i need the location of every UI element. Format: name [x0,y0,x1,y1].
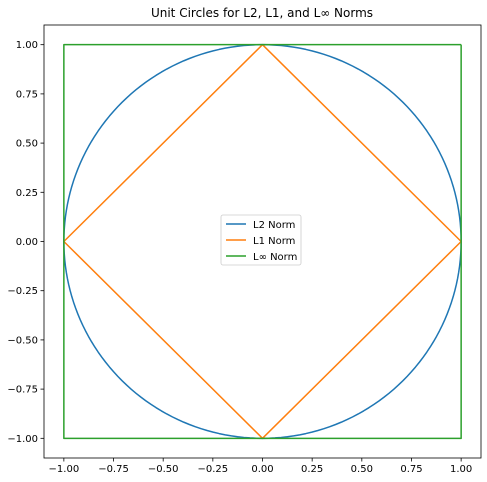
y-tick-label: −1.00 [7,434,38,445]
x-tick-label: −0.75 [98,464,129,475]
series-layer [63,43,462,440]
legend-label-l1: L1 Norm [253,236,295,247]
x-tick-label: −0.25 [198,464,229,475]
y-tick-label: 1.00 [16,40,38,51]
legend: L2 Norm L1 Norm L∞ Norm [220,214,302,266]
chart-title: Unit Circles for L2, L1, and L∞ Norms [151,6,373,20]
y-tick-label: 0.75 [16,89,38,100]
x-tick-label: 0.25 [301,464,323,475]
y-tick-label: −0.75 [7,385,38,396]
x-tick-label: 0.50 [351,464,373,475]
plot-area: −1.00 −0.75 −0.50 −0.25 0.00 0.25 0.50 0.75 1.00… [7,24,482,475]
x-tick-label: −0.50 [148,464,179,475]
x-tick-label: 0.00 [251,464,273,475]
y-tick-label: −0.25 [7,286,38,297]
x-axis: −1.00 −0.75 −0.50 −0.25 0.00 0.25 0.50 0.75 1.00 [49,458,472,475]
y-axis: 1.00 0.75 0.50 0.25 0.00 −0.25 −0.50 −0.75 −1.00 [7,40,44,445]
y-tick-label: 0.50 [16,139,38,150]
series-linf-norm [63,43,462,440]
legend-label-l2: L2 Norm [253,220,295,231]
x-tick-label: −1.00 [49,464,80,475]
x-tick-label: 1.00 [450,464,472,475]
x-tick-label: 0.75 [400,464,422,475]
legend-box [220,214,302,266]
legend-label-linf: L∞ Norm [253,252,297,263]
y-tick-label: 0.25 [16,188,38,199]
y-tick-label: 0.00 [16,237,38,248]
y-tick-label: −0.50 [7,335,38,346]
